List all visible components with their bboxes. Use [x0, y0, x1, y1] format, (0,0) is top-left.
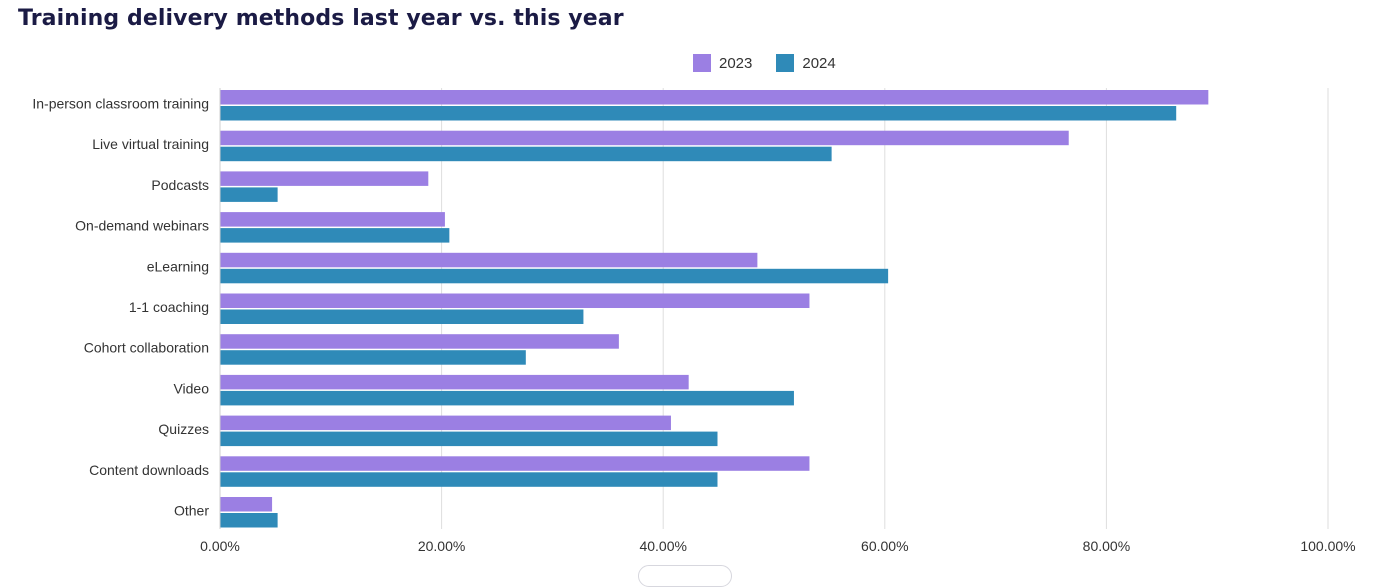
chart-title: Training delivery methods last year vs. …	[18, 6, 624, 31]
legend: 2023 2024	[693, 54, 836, 72]
bar-2024	[220, 350, 526, 365]
bar-2024	[220, 390, 794, 406]
category-label: Quizzes	[158, 421, 209, 437]
category-label: On-demand webinars	[75, 218, 209, 234]
legend-label-2024: 2024	[802, 54, 836, 72]
category-label: In-person classroom training	[32, 96, 209, 112]
x-tick-label: 100.00%	[1300, 538, 1355, 554]
x-tick-label: 80.00%	[1083, 538, 1130, 554]
x-tick-label: 60.00%	[861, 538, 908, 554]
legend-item-2024[interactable]: 2024	[776, 54, 836, 72]
category-label: Podcasts	[151, 177, 209, 193]
legend-swatch-2024	[776, 54, 795, 72]
bar-2023	[220, 171, 429, 186]
bar-2024	[220, 431, 718, 447]
legend-item-2023[interactable]: 2023	[693, 54, 752, 72]
bar-2023	[220, 293, 810, 308]
bar-2023	[220, 252, 758, 268]
category-label: Other	[174, 503, 209, 519]
bar-2023	[220, 130, 1069, 146]
bar-2023	[220, 334, 619, 349]
bar-2024	[220, 268, 889, 284]
bar-2023	[220, 497, 273, 512]
x-tick-label: 40.00%	[639, 538, 686, 554]
bar-2023	[220, 415, 671, 431]
category-label: eLearning	[147, 258, 209, 274]
bar-2024	[220, 106, 1177, 121]
category-label: Video	[173, 380, 209, 396]
bar-2023	[220, 374, 689, 390]
category-label: Content downloads	[89, 462, 209, 478]
x-tick-label: 20.00%	[418, 538, 465, 554]
legend-label-2023: 2023	[719, 54, 753, 72]
bar-2024	[220, 187, 278, 202]
bar-2024	[220, 228, 450, 243]
x-tick-label: 0.00%	[200, 538, 240, 554]
category-label: Cohort collaboration	[84, 340, 209, 356]
bar-2024	[220, 309, 584, 324]
bar-2024	[220, 513, 278, 528]
scroll-handle[interactable]	[638, 565, 732, 587]
legend-swatch-2023	[693, 54, 711, 72]
bar-2023	[220, 212, 445, 227]
bar-chart: 0.00% 20.00% 40.00% 60.00% 80.00% 100.00% In-p…	[32, 88, 1356, 554]
bar-2024	[220, 472, 718, 487]
bar-2023	[220, 90, 1209, 105]
category-label: 1-1 coaching	[129, 299, 209, 315]
bar-2024	[220, 146, 832, 162]
bar-2023	[220, 456, 810, 471]
category-label: Live virtual training	[92, 136, 209, 152]
